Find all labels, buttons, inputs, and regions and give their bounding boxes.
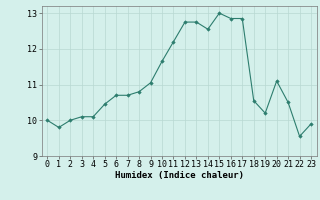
X-axis label: Humidex (Indice chaleur): Humidex (Indice chaleur) [115, 171, 244, 180]
